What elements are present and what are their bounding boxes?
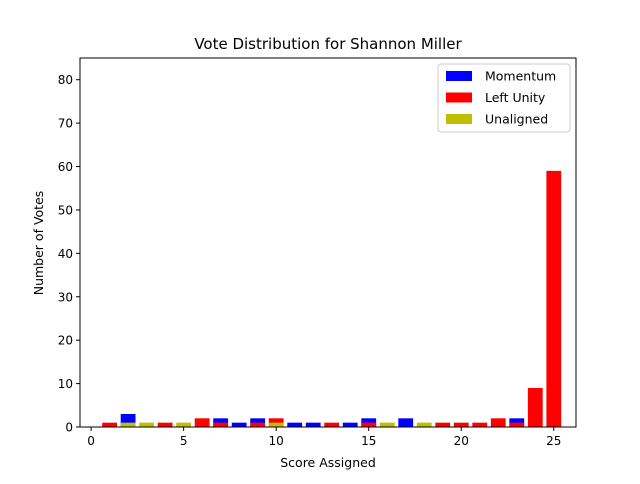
bar [120, 422, 136, 427]
x-tick-label: 20 [454, 434, 469, 448]
legend-label: Momentum [485, 69, 556, 84]
bar [379, 422, 395, 427]
x-tick-label: 0 [87, 434, 95, 448]
x-tick-label: 5 [180, 434, 188, 448]
y-tick-label: 30 [58, 290, 73, 304]
bar [213, 422, 229, 427]
plot-frame [79, 57, 577, 428]
x-axis-label: Score Assigned [280, 455, 376, 470]
bar [176, 422, 192, 427]
bar [287, 422, 303, 427]
legend-swatch [446, 92, 472, 103]
bar [490, 418, 506, 427]
legend-label: Unaligned [485, 112, 548, 127]
y-tick-label: 80 [58, 73, 73, 87]
y-tick-label: 60 [58, 160, 73, 174]
bar [157, 422, 173, 427]
legend-swatch [446, 114, 472, 124]
bar [342, 422, 358, 427]
bar [102, 422, 118, 427]
y-tick-label: 70 [58, 117, 73, 131]
bar [194, 418, 210, 427]
legend-swatch [446, 71, 472, 81]
bar [416, 422, 432, 427]
chart-title: Vote Distribution for Shannon Miller [194, 35, 462, 53]
bar [509, 422, 525, 427]
bar [361, 422, 377, 427]
legend: Momentum Left Unity Unaligned [437, 63, 571, 133]
bar [231, 422, 247, 427]
bar [398, 418, 414, 427]
bar [472, 422, 488, 427]
y-tick-label: 0 [65, 421, 73, 435]
x-tick-label: 10 [269, 434, 284, 448]
bar [268, 422, 284, 427]
y-tick-label: 20 [58, 334, 73, 348]
bar [435, 422, 451, 427]
bar [139, 422, 155, 427]
bar [453, 422, 469, 427]
bar [324, 422, 340, 427]
y-tick-label: 10 [58, 377, 73, 391]
y-tick-label: 50 [58, 203, 73, 217]
legend-label: Left Unity [485, 90, 546, 105]
x-tick-label: 15 [361, 434, 376, 448]
bar [527, 387, 543, 427]
ticks-layer: 0 5 10 15 20 25 0 10 20 30 40 50 60 70 80 [58, 73, 562, 448]
bar [250, 422, 266, 427]
series-left-unity [102, 170, 562, 427]
bars-layer [102, 170, 562, 427]
y-axis-label: Number of Votes [31, 191, 46, 296]
series-unaligned [120, 422, 432, 427]
bar [305, 422, 321, 427]
x-tick-label: 25 [546, 434, 561, 448]
y-tick-label: 40 [58, 247, 73, 261]
bar [546, 170, 562, 427]
